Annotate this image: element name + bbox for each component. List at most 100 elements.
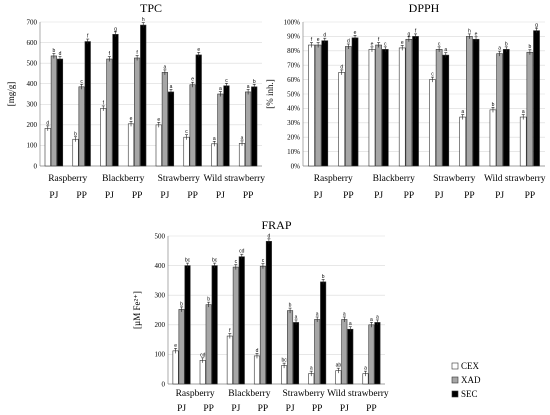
significance-label: e [174, 343, 177, 349]
significance-label: c [225, 78, 228, 84]
significance-label: h [142, 17, 145, 23]
significance-label: e [317, 37, 320, 43]
category-sub-label: PJ [286, 404, 295, 414]
bar-xad [245, 91, 252, 167]
significance-label: f [136, 50, 138, 56]
bar-sec [238, 256, 245, 385]
category-group-label: Wild strawberry [203, 174, 265, 184]
category-group-label: Raspberry [48, 174, 87, 184]
significance-label: g [535, 23, 538, 29]
significance-label: a [376, 314, 379, 320]
y-tick-label: 100 [27, 142, 38, 150]
significance-label: bc [212, 258, 218, 264]
y-tick-label: 10% [287, 148, 300, 156]
category-sub-label: PP [366, 404, 377, 414]
significance-label: a [247, 84, 250, 90]
category-sub-label: PJ [314, 191, 323, 201]
bar-cex [281, 365, 288, 385]
bar-cex [44, 128, 51, 167]
y-tick-label: 60% [287, 76, 300, 84]
bar-cex [100, 108, 107, 167]
legend-swatch-cex [451, 362, 459, 370]
significance-label: c [438, 41, 441, 47]
y-tick-label: 30% [287, 119, 300, 127]
significance-label: f [103, 100, 105, 106]
bar-cex [398, 47, 406, 167]
y-tick-label: 20% [287, 134, 300, 142]
bar-cex [308, 44, 315, 167]
significance-label: h [468, 28, 471, 34]
category-sub-label: PJ [231, 404, 240, 414]
category-group-label: Blackberry [373, 174, 415, 184]
bar-xad [526, 51, 534, 167]
significance-label: a [343, 311, 346, 317]
bar-xad [78, 86, 85, 167]
significance-label: a [461, 109, 464, 115]
significance-label: a [349, 321, 352, 327]
y-tick-label: 90% [287, 33, 300, 41]
bar-xad [345, 46, 352, 167]
significance-label: b [528, 44, 531, 50]
significance-label: g [114, 26, 117, 32]
bar-xad [189, 84, 196, 167]
category-group-label: Blackberry [102, 174, 144, 184]
bar-sec [184, 265, 191, 385]
significance-label: e [475, 31, 478, 37]
category-sub-label: PP [132, 191, 143, 201]
bar-sec [442, 54, 450, 167]
significance-label: c [431, 72, 434, 78]
legend-swatch-sec [451, 390, 459, 398]
bar-cex [127, 123, 135, 167]
significance-label: d [347, 38, 350, 44]
significance-label: c [235, 259, 238, 265]
significance-label: f [87, 34, 89, 40]
significance-label: cd [239, 249, 245, 255]
significance-label: e [191, 77, 194, 83]
category-group-label: Strawberry [433, 174, 475, 184]
significance-label: c [262, 258, 265, 264]
category-sub-label: PP [203, 404, 214, 414]
y-tick-label: 0 [162, 380, 166, 388]
bar-sec [56, 58, 64, 167]
bar-xad [375, 44, 382, 167]
bar-xad [287, 310, 294, 385]
bar-xad [217, 93, 224, 167]
bar-sec [320, 281, 327, 385]
bar-cex [155, 124, 162, 167]
significance-label: e [197, 47, 200, 53]
y-axis-label: [% inh.] [265, 79, 275, 109]
y-tick-label: 200 [27, 121, 38, 129]
significance-label: b [505, 41, 508, 47]
bar-sec [223, 85, 230, 167]
significance-label: a [295, 314, 298, 320]
chart-title: DPPH [409, 1, 440, 15]
bar-cex [226, 335, 233, 385]
significance-label: a [522, 109, 525, 115]
bar-xad [161, 72, 168, 167]
bar-sec [351, 37, 359, 167]
significance-label: c [80, 79, 83, 85]
bar-xad [205, 304, 212, 385]
category-sub-label: PJ [49, 191, 58, 201]
bar-xad [232, 266, 239, 385]
bar-cex [199, 360, 206, 385]
significance-label: e [354, 30, 357, 36]
bar-xad [178, 309, 185, 385]
significance-label: a [370, 317, 373, 323]
bar-sec [195, 54, 202, 167]
y-tick-label: 500 [155, 232, 166, 240]
y-tick-label: 500 [27, 59, 38, 67]
significance-label: d [323, 33, 326, 39]
category-sub-label: PJ [160, 191, 169, 201]
bar-sec [251, 86, 258, 167]
significance-label: b [253, 79, 256, 85]
significance-label: a [310, 366, 313, 372]
bar-xad [496, 53, 503, 167]
significance-label: g [407, 31, 410, 37]
category-sub-label: PP [76, 191, 87, 201]
bar-sec [211, 265, 218, 385]
bar-cex [72, 138, 79, 167]
category-sub-label: PP [343, 191, 354, 201]
bar-cex [459, 116, 467, 167]
y-tick-label: 80% [287, 47, 300, 55]
